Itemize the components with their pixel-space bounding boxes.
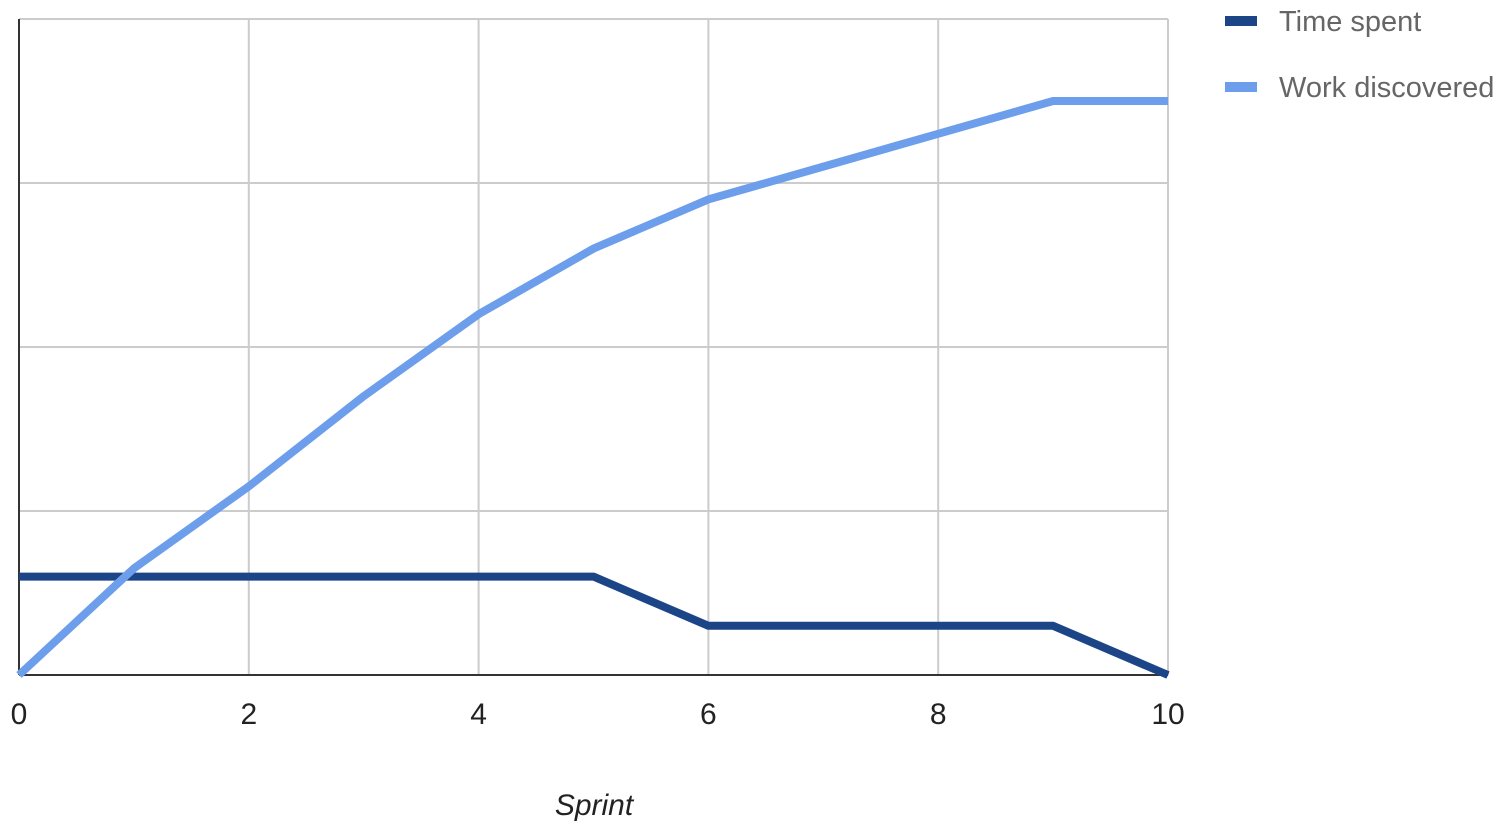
legend: Time spent Work discovered (1225, 6, 1494, 104)
x-tick-label: 10 (1151, 698, 1184, 731)
x-tick-label: 4 (470, 698, 487, 731)
series-line-work-discovered (16, 97, 1168, 678)
legend-swatch (1225, 82, 1257, 92)
axes (18, 19, 1168, 676)
x-axis-title: Sprint (555, 789, 635, 822)
x-tick-label: 8 (930, 698, 947, 731)
x-tick-label: 0 (11, 698, 28, 731)
x-tick-labels: 0 2 4 6 8 10 (11, 698, 1185, 731)
x-tick-label: 6 (700, 698, 717, 731)
legend-label: Time spent (1279, 6, 1421, 38)
series-lines (16, 97, 1170, 679)
legend-label: Work discovered (1279, 72, 1494, 104)
series-line-time-spent (19, 572, 1170, 679)
legend-swatch (1225, 16, 1257, 26)
x-tick-label: 2 (240, 698, 257, 731)
